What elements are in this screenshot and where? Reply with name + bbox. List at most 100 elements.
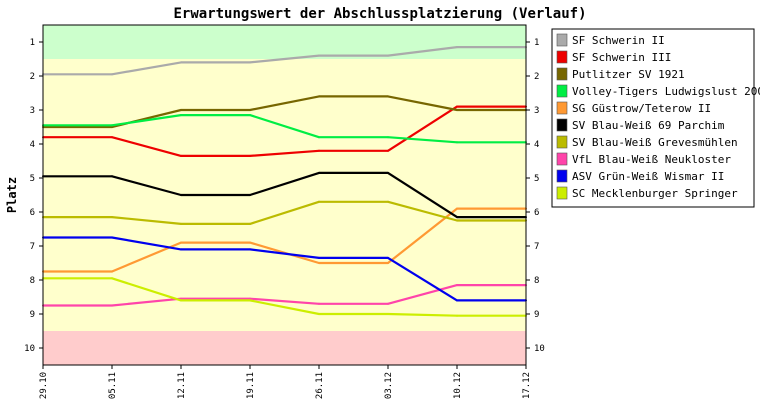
y-tick-label-left-7: 7 [30, 242, 35, 252]
data-point-2-1 [111, 126, 113, 128]
data-point-5-5 [387, 171, 389, 174]
y-tick-label-right-5: 5 [534, 174, 539, 184]
data-point-1-1 [111, 136, 113, 139]
y-tick-label-right-6: 6 [534, 208, 539, 218]
x-tick-label-5: 03.12 [384, 372, 394, 399]
data-point-3-6 [456, 141, 458, 144]
legend-label-0: SF Schwerin II [572, 34, 665, 47]
data-point-2-2 [180, 109, 182, 111]
data-point-6-2 [180, 222, 182, 225]
series-lines [42, 46, 527, 317]
data-point-9-5 [387, 313, 389, 315]
data-point-4-5 [387, 262, 389, 264]
data-point-4-6 [456, 207, 458, 210]
band-2 [43, 331, 526, 365]
data-point-4-3 [249, 241, 251, 244]
data-point-1-6 [456, 105, 458, 108]
data-point-5-3 [249, 194, 251, 196]
chart-title: Erwartungswert der Abschlussplatzierung … [173, 6, 586, 22]
legend-box [551, 28, 755, 208]
series-line-0 [43, 46, 526, 76]
data-point-0-3 [249, 61, 251, 64]
data-point-9-2 [180, 299, 182, 302]
legend-swatch-1 [556, 50, 568, 64]
y-tick-label-left-5: 5 [30, 174, 35, 184]
data-point-5-1 [111, 175, 113, 178]
y-tick-label-right-7: 7 [534, 242, 539, 252]
y-tick-label-right-3: 3 [534, 106, 539, 116]
data-point-1-5 [387, 149, 389, 152]
legend-swatch-9 [556, 186, 568, 200]
legend-label-2: Putlitzer SV 1921 [572, 68, 685, 81]
legend-label-6: SV Blau-Weiß Grevesmühlen [572, 136, 738, 149]
band-1 [43, 59, 526, 331]
series-line-3 [43, 114, 526, 144]
data-point-1-2 [180, 154, 182, 157]
data-point-3-5 [387, 136, 389, 139]
plot-frame [42, 24, 527, 366]
legend-swatch-7 [556, 152, 568, 166]
series-line-6 [43, 200, 526, 225]
data-point-2-4 [318, 95, 320, 98]
data-point-7-6 [456, 284, 458, 287]
data-point-3-2 [180, 114, 182, 117]
data-point-0-1 [111, 73, 113, 76]
data-point-4-2 [180, 241, 182, 244]
legend-swatch-2 [556, 67, 568, 81]
x-tick-label-6: 10.12 [453, 372, 463, 399]
legend-swatch-6 [556, 135, 568, 149]
y-tick-label-right-9: 9 [534, 310, 539, 320]
data-point-6-5 [387, 200, 389, 203]
legend-swatch-3 [556, 84, 568, 98]
data-point-5-6 [456, 216, 458, 219]
legend-label-9: SC Mecklenburger Springer [572, 187, 738, 200]
data-point-6-4 [318, 200, 320, 203]
data-point-2-3 [249, 109, 251, 111]
y-tick-label-left-4: 4 [30, 140, 35, 150]
y-tick-label-right-10: 10 [534, 344, 545, 354]
data-point-9-6 [456, 314, 458, 317]
y-tick-label-left-9: 9 [30, 310, 35, 320]
series-line-1 [43, 105, 526, 157]
y-tick-label-right-8: 8 [534, 276, 539, 286]
data-point-5-4 [318, 171, 320, 174]
data-point-4-4 [318, 262, 320, 264]
y-tick-label-right-2: 2 [534, 72, 539, 82]
x-tick-label-2: 12.11 [177, 372, 187, 399]
data-point-8-5 [387, 256, 389, 259]
data-point-8-2 [180, 248, 182, 251]
data-point-8-1 [111, 236, 113, 239]
x-tick-label-0: 29.10 [39, 372, 49, 399]
data-point-5-2 [180, 194, 182, 196]
data-point-8-6 [456, 299, 458, 302]
data-point-7-4 [318, 302, 320, 305]
y-tick-label-left-1: 1 [30, 38, 35, 48]
data-point-2-5 [387, 95, 389, 98]
band-0 [43, 25, 526, 59]
data-point-9-1 [111, 277, 113, 280]
data-point-6-3 [249, 222, 251, 225]
y-tick-label-right-4: 4 [534, 140, 539, 150]
data-point-8-3 [249, 248, 251, 251]
data-point-0-2 [180, 61, 182, 64]
legend-label-5: SV Blau-Weiß 69 Parchim [572, 119, 725, 132]
legend: SF Schwerin II SF Schwerin III Putlitzer S… [551, 28, 760, 208]
x-tick-label-1: 05.11 [108, 372, 118, 399]
legend-swatch-0 [556, 33, 568, 47]
data-point-6-6 [456, 219, 458, 222]
data-point-8-4 [318, 256, 320, 259]
data-point-9-4 [318, 313, 320, 315]
legend-label-1: SF Schwerin III [572, 51, 671, 64]
legend-label-7: VfL Blau-Weiß Neukloster [572, 153, 731, 166]
y-tick-label-right-1: 1 [534, 38, 539, 48]
series-line-5 [43, 171, 526, 219]
data-point-6-1 [111, 216, 113, 219]
axes: 1 1 2 2 3 3 4 4 5 5 6 6 7 7 8 8 9 9 10 10 29.10 05.11 12.11 19.… [24, 24, 545, 399]
data-point-3-3 [249, 114, 251, 117]
data-point-3-1 [111, 124, 113, 127]
data-point-1-3 [249, 154, 251, 157]
data-point-0-5 [387, 54, 389, 57]
legend-label-8: ASV Grün-Weiß Wismar II [572, 170, 724, 183]
data-point-3-4 [318, 136, 320, 139]
